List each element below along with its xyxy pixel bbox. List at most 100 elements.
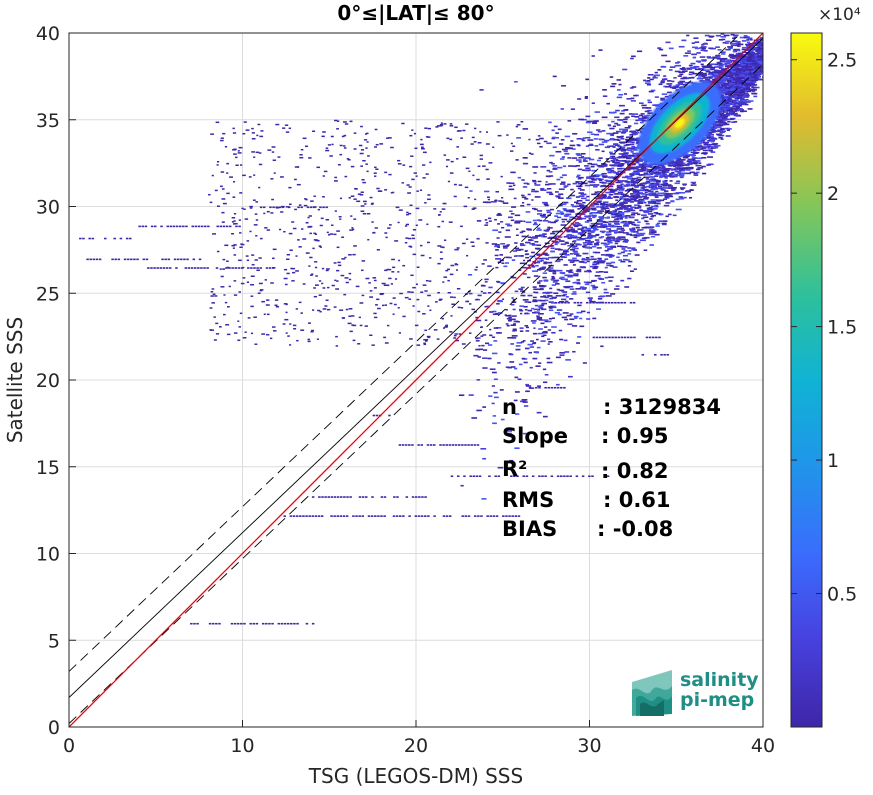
density-cell bbox=[640, 233, 645, 235]
density-cell bbox=[675, 65, 679, 67]
density-cell bbox=[575, 288, 581, 290]
density-cell bbox=[512, 259, 515, 261]
density-cell bbox=[627, 211, 631, 213]
density-cell bbox=[736, 115, 741, 117]
density-cell bbox=[483, 349, 487, 351]
density-cell bbox=[714, 70, 718, 72]
density-cell bbox=[633, 95, 637, 97]
density-cell bbox=[602, 151, 605, 153]
density-cell bbox=[751, 63, 756, 65]
density-cell bbox=[678, 75, 682, 77]
density-cell bbox=[494, 327, 498, 329]
density-cell bbox=[669, 69, 673, 71]
density-cell bbox=[656, 224, 659, 226]
density-cell bbox=[459, 394, 464, 396]
density-cell bbox=[555, 244, 558, 246]
density-cell bbox=[595, 145, 599, 147]
density-cell bbox=[712, 76, 717, 78]
density-cell bbox=[673, 77, 676, 79]
density-cell bbox=[654, 203, 658, 205]
density-cell bbox=[635, 191, 639, 193]
density-cell bbox=[604, 289, 608, 291]
density-cell bbox=[664, 196, 668, 198]
density-cell bbox=[547, 338, 550, 340]
density-cell bbox=[589, 182, 595, 184]
density-cell bbox=[737, 79, 741, 81]
density-cell bbox=[597, 219, 600, 221]
density-cell bbox=[652, 104, 657, 106]
density-cell bbox=[489, 335, 492, 337]
density-cell bbox=[516, 349, 521, 351]
density-cell bbox=[547, 362, 553, 364]
density-cell bbox=[609, 189, 613, 191]
density-cell bbox=[623, 119, 628, 121]
density-cell bbox=[564, 215, 569, 217]
density-cell bbox=[662, 93, 667, 95]
density-cell bbox=[633, 113, 639, 115]
density-cell bbox=[597, 247, 602, 249]
density-cell bbox=[645, 111, 650, 113]
density-cell bbox=[610, 76, 614, 78]
density-cell bbox=[735, 85, 739, 87]
density-cell bbox=[507, 337, 513, 339]
density-cell bbox=[528, 301, 532, 303]
density-cell bbox=[649, 229, 654, 231]
density-cell bbox=[727, 121, 730, 123]
density-cell bbox=[608, 223, 611, 225]
density-cell bbox=[585, 284, 589, 286]
density-cell bbox=[662, 223, 667, 225]
density-cell bbox=[583, 157, 589, 159]
density-cell bbox=[560, 272, 566, 274]
density-cell bbox=[703, 142, 709, 144]
density-cell bbox=[565, 214, 568, 216]
density-cell bbox=[745, 104, 749, 106]
density-cell bbox=[616, 160, 619, 162]
density-cell bbox=[516, 345, 521, 347]
density-cell bbox=[582, 202, 585, 204]
density-cell bbox=[676, 181, 680, 183]
density-cell bbox=[509, 354, 513, 356]
density-cell bbox=[483, 201, 489, 203]
density-cell bbox=[632, 172, 637, 174]
density-cell bbox=[493, 415, 496, 417]
density-cell bbox=[538, 362, 541, 364]
density-cell bbox=[535, 292, 538, 294]
density-cell bbox=[588, 271, 592, 273]
density-cell bbox=[622, 69, 627, 71]
density-cell bbox=[706, 39, 711, 41]
density-cell bbox=[634, 219, 638, 221]
density-cell bbox=[543, 416, 548, 418]
density-cell bbox=[555, 248, 561, 250]
density-cell bbox=[641, 218, 644, 220]
density-cell bbox=[645, 82, 651, 84]
density-cell bbox=[620, 196, 624, 198]
density-cell bbox=[522, 236, 527, 238]
density-cell bbox=[553, 292, 558, 294]
density-cell bbox=[477, 238, 480, 240]
density-cell bbox=[526, 211, 531, 213]
density-cell bbox=[631, 224, 635, 226]
density-cell bbox=[623, 202, 628, 204]
density-cell bbox=[578, 233, 582, 235]
density-cell bbox=[699, 74, 704, 76]
density-cell bbox=[586, 292, 590, 294]
density-cell bbox=[647, 227, 653, 229]
density-cell bbox=[649, 187, 654, 189]
density-cell bbox=[636, 242, 640, 244]
density-cell bbox=[659, 49, 663, 51]
density-cell bbox=[607, 161, 610, 163]
density-cell bbox=[600, 206, 604, 208]
density-cell bbox=[748, 108, 753, 110]
density-cell bbox=[634, 234, 637, 236]
density-cell bbox=[484, 191, 489, 193]
density-cell bbox=[628, 265, 631, 267]
density-cell bbox=[650, 79, 654, 81]
density-cell bbox=[576, 159, 582, 161]
density-cell bbox=[614, 139, 619, 141]
density-cell bbox=[731, 71, 736, 73]
density-cell bbox=[534, 275, 539, 277]
density-cell bbox=[689, 189, 692, 191]
density-cell bbox=[515, 221, 520, 223]
density-cell bbox=[626, 116, 630, 118]
density-cell bbox=[509, 210, 512, 212]
